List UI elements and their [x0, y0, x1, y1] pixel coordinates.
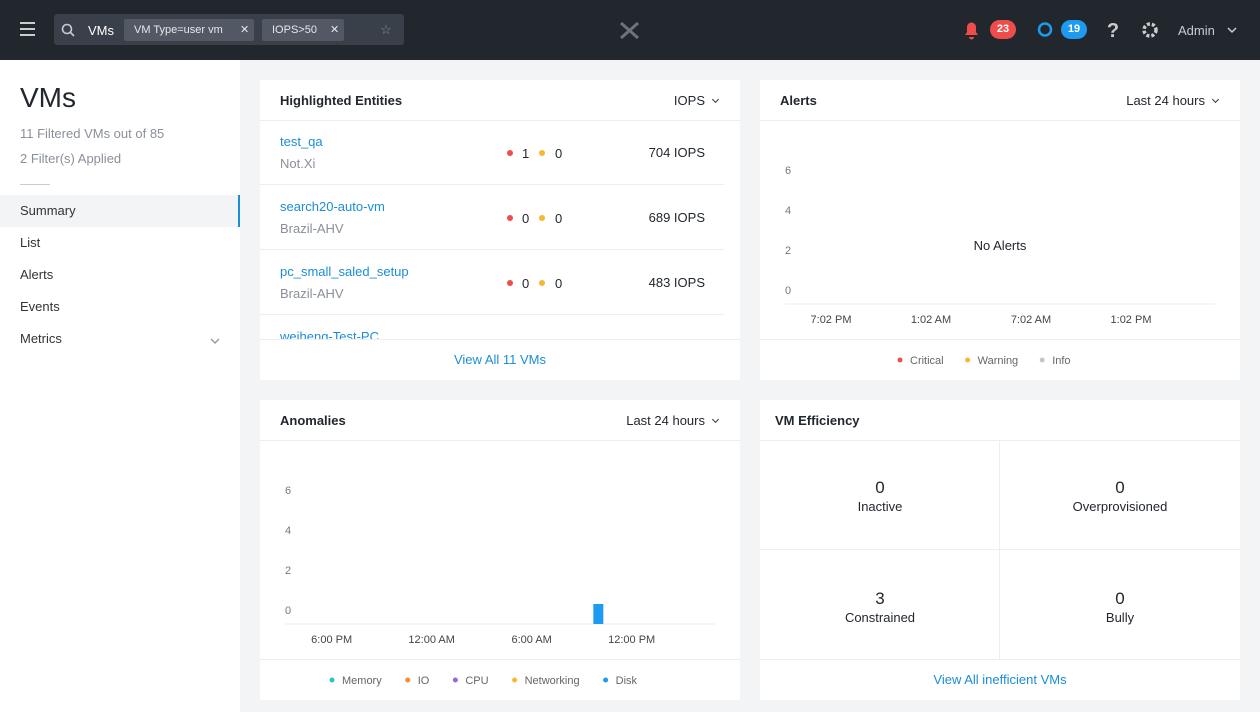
panel-title: Highlighted Entities — [280, 93, 403, 108]
filters-applied: 2 Filter(s) Applied — [20, 151, 122, 166]
warning-dot — [539, 280, 545, 286]
divider — [20, 184, 50, 185]
user-menu[interactable]: Admin — [1178, 23, 1215, 38]
efficiency-label: Inactive — [857, 499, 903, 514]
critical-dot — [507, 150, 513, 156]
alerts-panel: Alerts Last 24 hours No Alerts — [760, 80, 1240, 380]
filter-text: VM Type=user vm — [134, 24, 223, 36]
star-icon[interactable]: ☆ — [380, 22, 392, 37]
empty-message: No Alerts — [973, 238, 1027, 253]
efficiency-value: 0 — [1115, 478, 1125, 497]
view-all-link[interactable]: View All inefficient VMs — [760, 659, 1240, 700]
legend-area — [760, 339, 1240, 380]
critical-count: 0 — [522, 276, 530, 291]
logo — [620, 21, 639, 40]
efficiency-panel: VM Efficiency View All inefficient VMs 0… — [760, 400, 1240, 700]
range-select[interactable]: Last 24 hours — [626, 413, 718, 428]
iops: 704 IOPS — [648, 145, 705, 160]
entity-list: test_qa Not.Xi 1 0 704 IOPS search20-auto-vm B… — [260, 121, 740, 339]
search-icon — [61, 23, 73, 35]
efficiency-value: 0 — [1115, 589, 1125, 608]
vm-name[interactable]: test_qa — [280, 134, 323, 149]
expand-caret[interactable] — [208, 336, 222, 346]
panel-title: Alerts — [780, 93, 817, 108]
panel-title: VM Efficiency — [775, 413, 860, 428]
critical-count: 1 — [522, 146, 530, 161]
panel-title: Anomalies — [280, 413, 346, 428]
nav-item[interactable]: Alerts — [20, 267, 54, 282]
filter-chip[interactable] — [262, 19, 344, 41]
search-label: VMs — [88, 23, 114, 38]
panel-header: Anomalies Last 24 hours — [260, 400, 740, 441]
warning-dot — [539, 150, 545, 156]
filter-remove[interactable]: ✕ — [240, 24, 250, 36]
panel-header: Highlighted Entities IOPS — [260, 80, 740, 121]
task-icon[interactable] — [1037, 22, 1053, 37]
nav-item[interactable]: Summary — [0, 195, 240, 227]
anomalies-panel: Anomalies Last 24 hours — [260, 400, 740, 700]
top-bar-icons: ☆ ? — [20, 14, 1237, 45]
page-title: VMs — [20, 82, 76, 113]
alert-count: 23 — [996, 23, 1010, 35]
task-badge[interactable] — [1061, 20, 1087, 39]
vm-name[interactable]: weiheng-Test-PC — [280, 329, 379, 339]
panel-header: Alerts Last 24 hours — [760, 80, 1240, 121]
highlighted-panel: Highlighted Entities IOPS test_qa Not.Xi 1 0… — [260, 80, 740, 380]
efficiency-value: 0 — [875, 478, 885, 497]
vm-name[interactable]: search20-auto-vm — [280, 199, 385, 214]
vm-cluster: Brazil-AHV — [280, 286, 344, 301]
user-caret[interactable] — [1227, 27, 1237, 34]
filter-remove[interactable]: ✕ — [330, 24, 340, 36]
vm-name[interactable]: pc_small_saled_setup — [280, 264, 409, 279]
nav-item[interactable]: List — [20, 235, 41, 250]
menu-icon[interactable] — [20, 22, 35, 36]
filter-text: IOPS>50 — [272, 24, 317, 36]
iops: 483 IOPS — [648, 275, 705, 290]
warning-count: 0 — [555, 276, 563, 291]
panel-header: VM Efficiency — [760, 400, 1240, 441]
critical-dot — [507, 280, 513, 286]
critical-count: 0 — [522, 211, 530, 226]
efficiency-label: Constrained — [844, 610, 916, 625]
divider — [999, 440, 1000, 660]
top-bar: ☆ ? VMs VM Type=user vm ✕ IOPS>50 ✕ 23 1… — [0, 0, 1260, 60]
efficiency-label: Overprovisioned — [1072, 499, 1168, 514]
sidebar: VMs 11 Filtered VMs out of 85 2 Filter(s… — [0, 60, 240, 712]
subtitle: 11 Filtered VMs out of 85 — [20, 126, 165, 141]
bell-icon[interactable] — [965, 22, 978, 40]
row-divider — [260, 184, 724, 185]
critical-dot — [507, 215, 513, 221]
legend-area — [260, 659, 740, 700]
task-count: 19 — [1067, 23, 1081, 35]
warning-count: 0 — [555, 211, 563, 226]
efficiency-value: 3 — [875, 589, 885, 608]
row-divider — [260, 314, 724, 315]
divider — [760, 549, 1240, 550]
vm-cluster: Brazil-AHV — [280, 221, 344, 236]
metric-select[interactable]: IOPS — [674, 93, 718, 108]
settings-icon[interactable] — [1142, 22, 1158, 38]
row-divider — [260, 249, 724, 250]
warning-dot — [539, 215, 545, 221]
vm-cluster: Not.Xi — [280, 156, 316, 171]
warning-count: 0 — [555, 146, 563, 161]
view-all-link[interactable]: View All 11 VMs — [260, 339, 740, 380]
filter-chip[interactable] — [124, 19, 254, 41]
alert-badge[interactable] — [990, 20, 1016, 39]
efficiency-label: Bully — [1105, 610, 1135, 625]
iops: 689 IOPS — [648, 210, 705, 225]
nav-item[interactable]: Events — [20, 299, 60, 314]
range-select[interactable]: Last 24 hours — [1126, 93, 1218, 108]
help-icon[interactable]: ? — [1107, 20, 1119, 42]
nav-item[interactable]: Metrics — [20, 331, 62, 346]
